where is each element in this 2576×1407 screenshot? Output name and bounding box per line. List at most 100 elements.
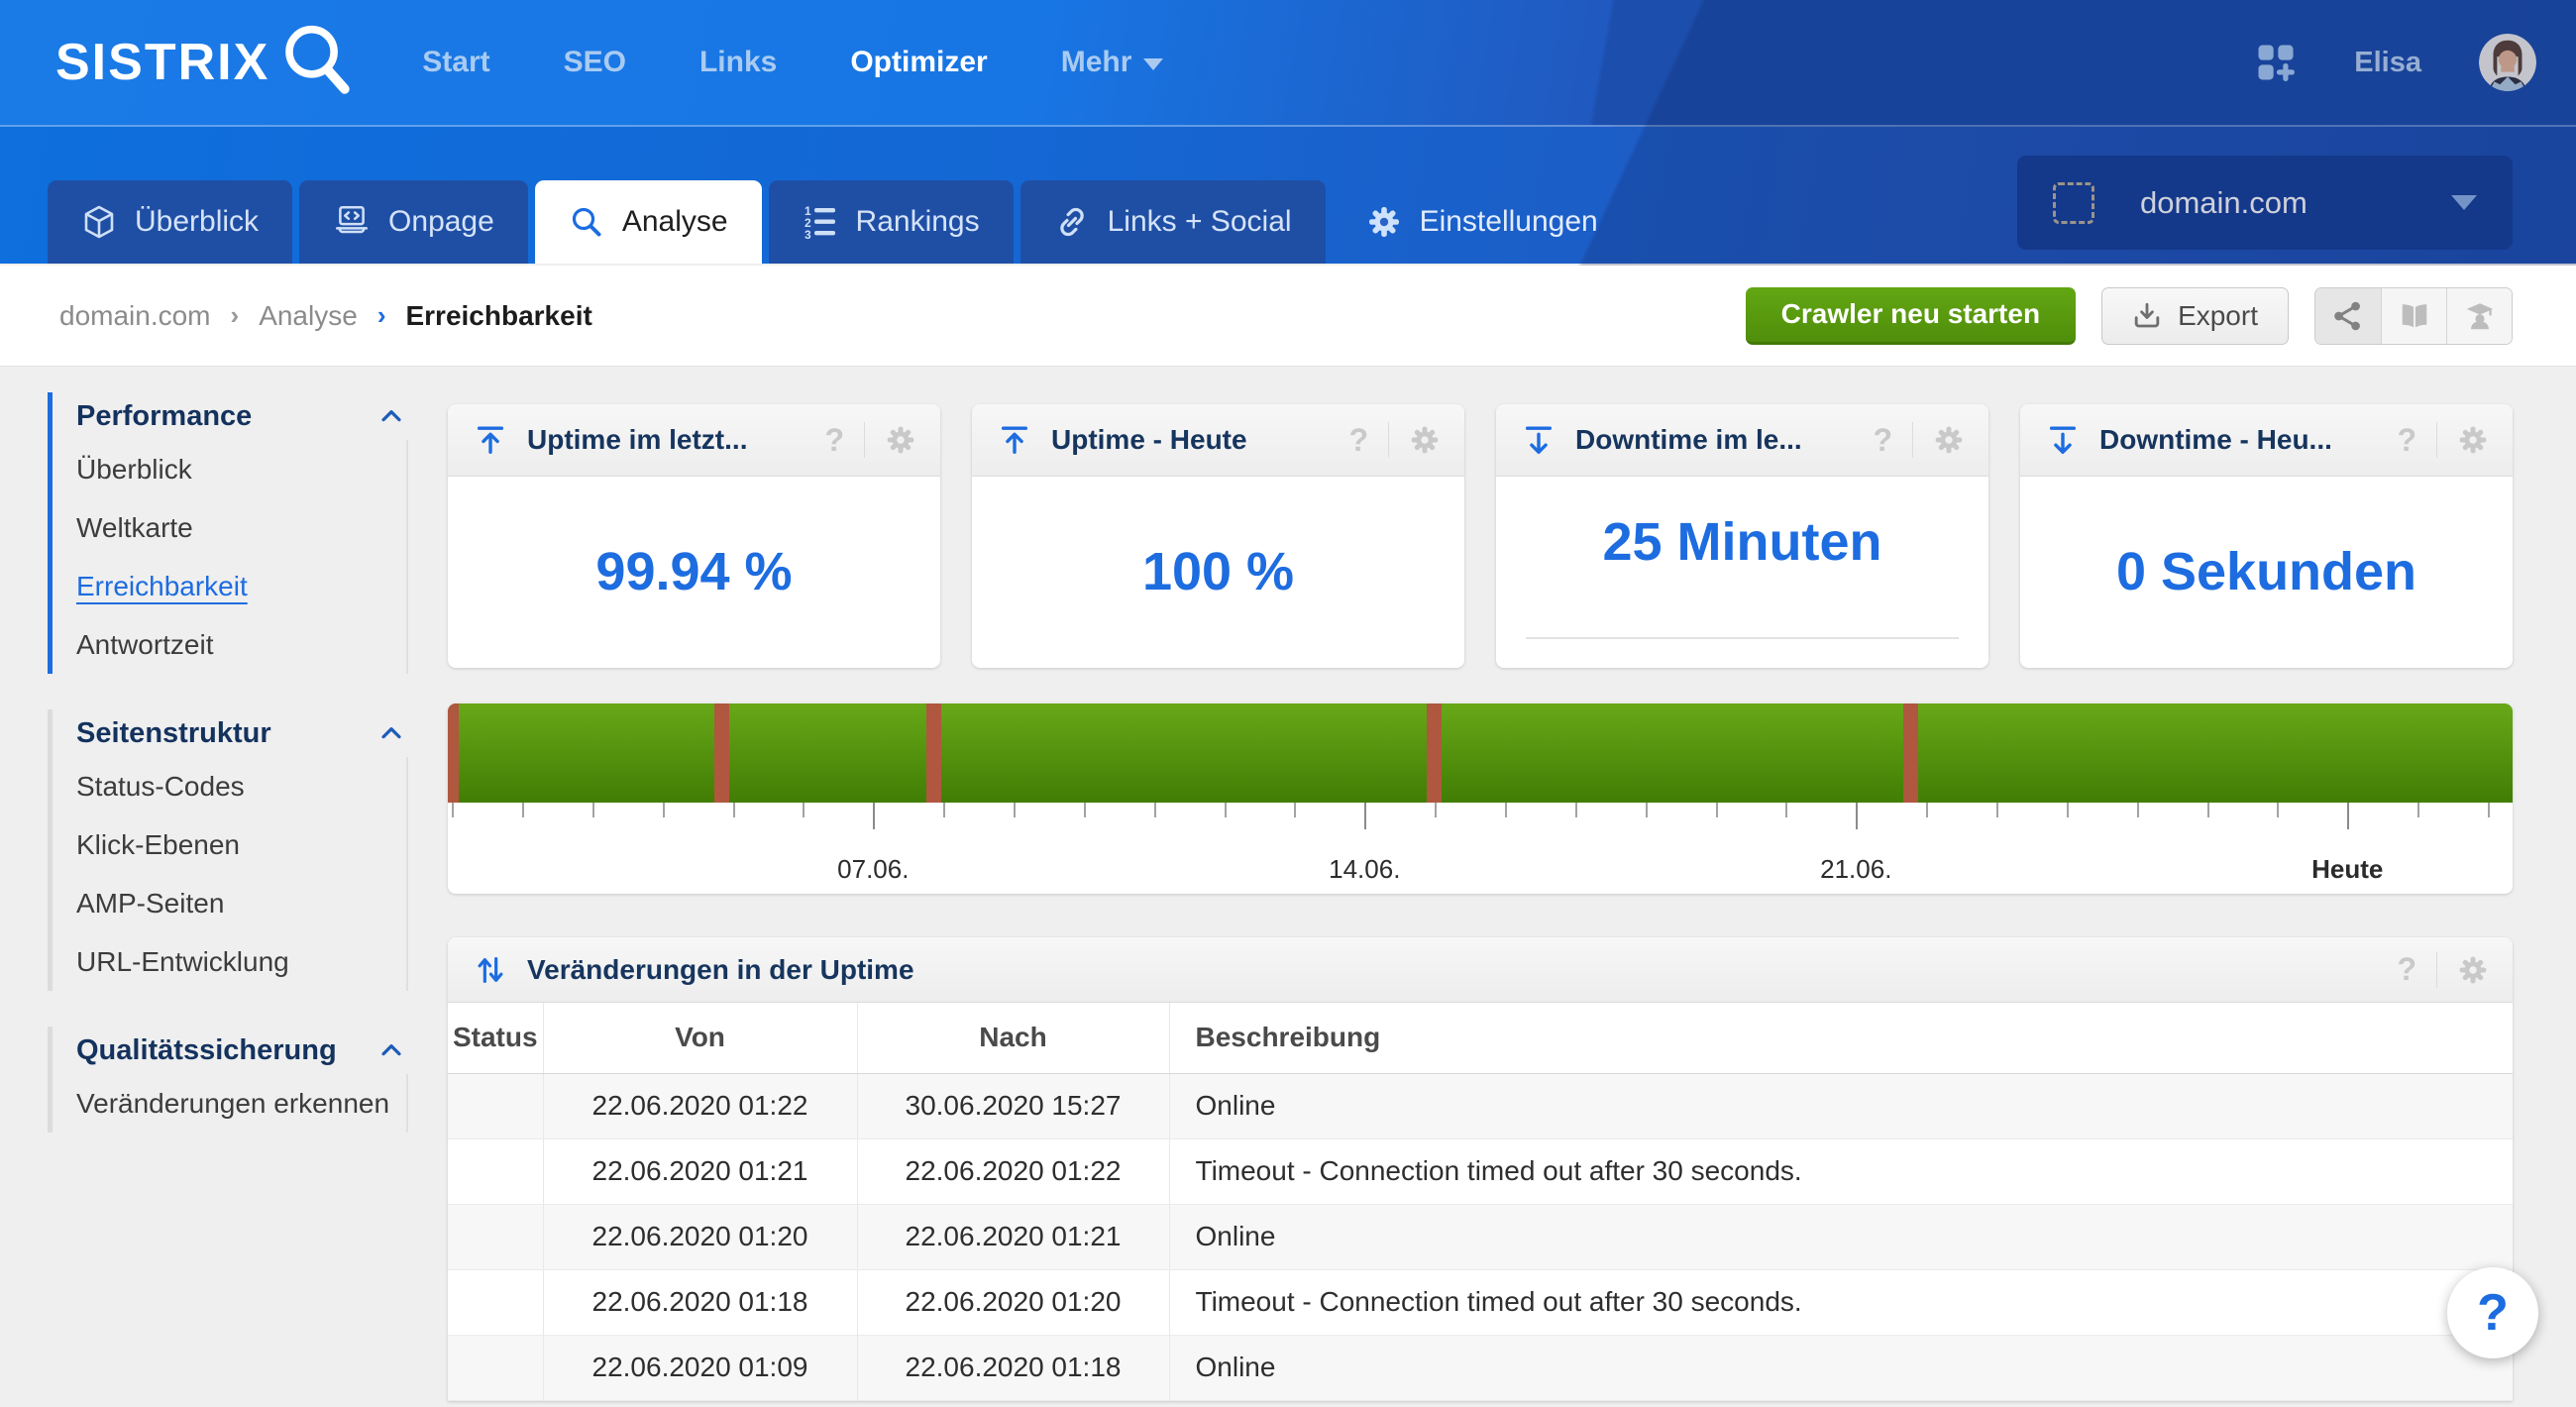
- sidebar-item-erreichbarkeit[interactable]: Erreichbarkeit: [76, 557, 406, 615]
- help-button[interactable]: ?: [2447, 1267, 2538, 1358]
- sidebar-item-status-codes[interactable]: Status-Codes: [76, 757, 406, 815]
- handbook-button[interactable]: [2381, 288, 2446, 344]
- help-icon[interactable]: ?: [824, 422, 844, 459]
- sidebar-item-ueberblick[interactable]: Überblick: [76, 440, 406, 498]
- downtime-segment: [714, 704, 729, 803]
- gear-icon[interactable]: [2457, 424, 2489, 456]
- chevron-up-icon: [378, 403, 404, 429]
- sidebar-section-header[interactable]: Seitenstruktur: [76, 709, 408, 757]
- sidebar-item-veraenderungen-erkennen[interactable]: Veränderungen erkennen: [76, 1074, 406, 1133]
- kpi-row: Uptime im letzt... ? 99.94 %: [448, 404, 2513, 668]
- page-actions: Crawler neu starten Export: [1746, 287, 2513, 345]
- breadcrumb-domain[interactable]: domain.com: [59, 300, 211, 332]
- help-icon[interactable]: ?: [1348, 422, 1368, 459]
- domain-favicon-placeholder-icon: [2053, 182, 2094, 224]
- share-button[interactable]: [2315, 288, 2381, 344]
- logo-text: SISTRIX: [55, 33, 269, 92]
- sidebar-section-header[interactable]: Performance: [76, 392, 408, 440]
- axis-tick: [1364, 803, 1366, 829]
- uptime-changes-table: Status Von Nach Beschreibung 22.06.2020 …: [448, 1003, 2513, 1401]
- cell-nach: 22.06.2020 01:21: [857, 1204, 1169, 1269]
- axis-tick: [663, 803, 665, 817]
- kpi-card-uptime-30d: Uptime im letzt... ? 99.94 %: [448, 404, 940, 668]
- nav-link-optimizer[interactable]: Optimizer: [850, 46, 987, 79]
- apps-grid-icon[interactable]: [2255, 42, 2297, 83]
- table-row[interactable]: 22.06.2020 01:09 22.06.2020 01:18 Online: [448, 1335, 2513, 1400]
- chevron-up-icon: [378, 720, 404, 746]
- sidebar-item-url-entwicklung[interactable]: URL-Entwicklung: [76, 932, 406, 991]
- domain-selector[interactable]: domain.com: [2017, 156, 2513, 250]
- column-header-von[interactable]: Von: [543, 1003, 857, 1073]
- column-header-status[interactable]: Status: [448, 1003, 543, 1073]
- axis-tick: [1084, 803, 1086, 817]
- sidebar-section-seitenstruktur: Seitenstruktur Status-Codes Klick-Ebenen…: [48, 709, 408, 991]
- restart-crawler-button[interactable]: Crawler neu starten: [1746, 287, 2076, 345]
- tab-links-social[interactable]: Links + Social: [1020, 180, 1326, 264]
- sistrix-logo[interactable]: SISTRIX: [55, 20, 361, 105]
- gear-icon[interactable]: [1409, 424, 1441, 456]
- uptime-icon: [998, 423, 1031, 457]
- cell-von: 22.06.2020 01:18: [543, 1269, 857, 1335]
- export-button[interactable]: Export: [2101, 287, 2289, 345]
- sidebar-item-antwortzeit[interactable]: Antwortzeit: [76, 615, 406, 674]
- cell-beschreibung: Online: [1169, 1335, 2513, 1400]
- help-icon[interactable]: ?: [2397, 422, 2416, 459]
- axis-tick: [1435, 803, 1437, 817]
- column-header-nach[interactable]: Nach: [857, 1003, 1169, 1073]
- axis-tick: [1926, 803, 1928, 817]
- nav-link-start[interactable]: Start: [422, 46, 489, 79]
- gear-icon: [1366, 204, 1402, 240]
- user-name[interactable]: Elisa: [2354, 47, 2421, 79]
- sidebar-section-header[interactable]: Qualitätssicherung: [76, 1027, 408, 1074]
- top-navbar: SISTRIX Start SEO Links Optimizer Mehr: [0, 0, 2576, 127]
- axis-tick: [2488, 803, 2490, 817]
- cell-nach: 30.06.2020 15:27: [857, 1073, 1169, 1138]
- cell-status: [448, 1073, 543, 1138]
- nav-link-mehr[interactable]: Mehr: [1061, 46, 1164, 79]
- axis-label: Heute: [2311, 854, 2383, 885]
- gear-icon[interactable]: [885, 424, 916, 456]
- sidebar-item-amp-seiten[interactable]: AMP-Seiten: [76, 874, 406, 932]
- chevron-down-icon: [1143, 58, 1163, 70]
- tab-rankings[interactable]: 1 2 3 Rankings: [769, 180, 1014, 264]
- tutorial-button[interactable]: [2446, 288, 2512, 344]
- axis-tick: [522, 803, 524, 817]
- axis-tick: [1785, 803, 1787, 817]
- table-row[interactable]: 22.06.2020 01:18 22.06.2020 01:20 Timeou…: [448, 1269, 2513, 1335]
- avatar[interactable]: [2479, 34, 2536, 91]
- kpi-value: 100 %: [1142, 541, 1294, 602]
- graduation-cap-icon: [2463, 299, 2497, 333]
- laptop-code-icon: [333, 203, 371, 241]
- topnav-right: Elisa: [2255, 34, 2536, 91]
- sidebar-item-klick-ebenen[interactable]: Klick-Ebenen: [76, 815, 406, 874]
- table-row[interactable]: 22.06.2020 01:22 30.06.2020 15:27 Online: [448, 1073, 2513, 1138]
- downtime-segment: [926, 704, 941, 803]
- card-title: Uptime im letzt...: [527, 424, 747, 456]
- help-icon[interactable]: ?: [2397, 951, 2416, 988]
- cell-status: [448, 1269, 543, 1335]
- baseline-divider: [1526, 637, 1959, 639]
- table-row[interactable]: 22.06.2020 01:20 22.06.2020 01:21 Online: [448, 1204, 2513, 1269]
- column-header-beschreibung[interactable]: Beschreibung: [1169, 1003, 2513, 1073]
- table-row[interactable]: 22.06.2020 01:21 22.06.2020 01:22 Timeou…: [448, 1138, 2513, 1204]
- kpi-value: 99.94 %: [595, 541, 792, 602]
- tab-onpage[interactable]: Onpage: [299, 180, 528, 264]
- tab-analyse[interactable]: Analyse: [535, 180, 762, 264]
- gear-icon[interactable]: [2457, 954, 2489, 986]
- cell-status: [448, 1138, 543, 1204]
- uptime-timeline-bar[interactable]: [448, 704, 2513, 803]
- main-panel: Uptime im letzt... ? 99.94 %: [448, 367, 2513, 1401]
- help-icon[interactable]: ?: [1873, 422, 1892, 459]
- sidebar-item-weltkarte[interactable]: Weltkarte: [76, 498, 406, 557]
- chevron-separator-icon: ›: [231, 300, 240, 331]
- tab-ueberblick[interactable]: Überblick: [48, 180, 292, 264]
- breadcrumb-analyse[interactable]: Analyse: [259, 300, 358, 332]
- nav-link-links[interactable]: Links: [699, 46, 777, 79]
- cell-status: [448, 1204, 543, 1269]
- axis-tick: [452, 803, 454, 817]
- downtime-segment: [448, 704, 459, 803]
- tab-einstellungen[interactable]: Einstellungen: [1333, 180, 1632, 264]
- axis-tick: [2067, 803, 2069, 817]
- gear-icon[interactable]: [1933, 424, 1965, 456]
- nav-link-seo[interactable]: SEO: [564, 46, 626, 79]
